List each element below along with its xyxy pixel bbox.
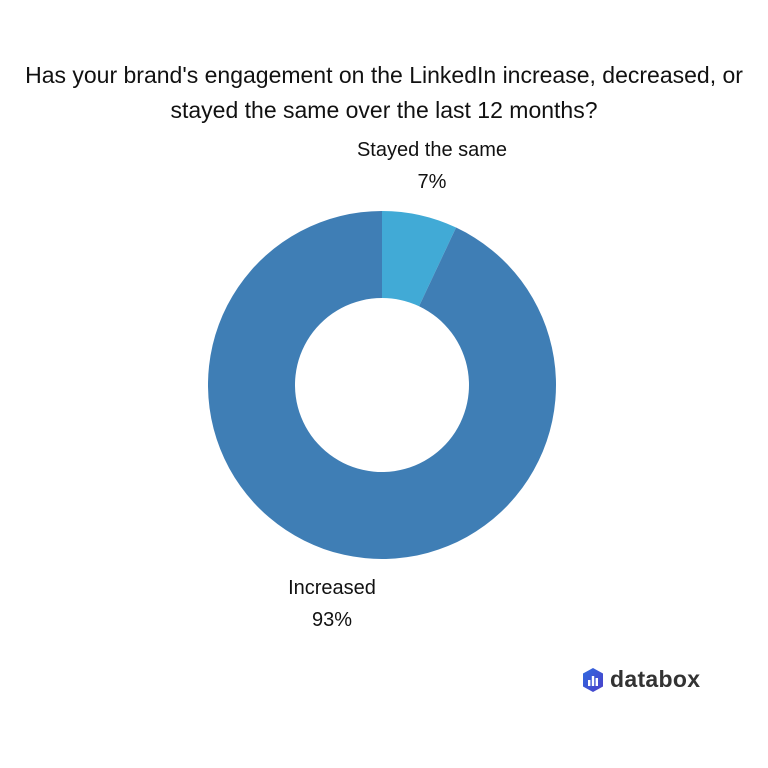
donut-slice-increased: [208, 211, 557, 559]
databox-logo: databox: [582, 666, 700, 693]
slice-name: Increased: [288, 577, 376, 599]
donut-slice-stayed-the-same: [382, 211, 457, 307]
slice-label-stayed-the-same: Stayed the same 7%: [332, 134, 532, 198]
slice-value: 93%: [311, 609, 353, 631]
databox-logo-icon: [583, 667, 603, 692]
slice-label-increased: Increased 93%: [232, 572, 432, 636]
slice-name: Stayed the same: [356, 139, 508, 161]
databox-logo-text: databox: [610, 666, 701, 692]
slice-value: 7%: [417, 171, 447, 193]
chart-title: Has your brand's engagement on the Linke…: [25, 62, 743, 123]
